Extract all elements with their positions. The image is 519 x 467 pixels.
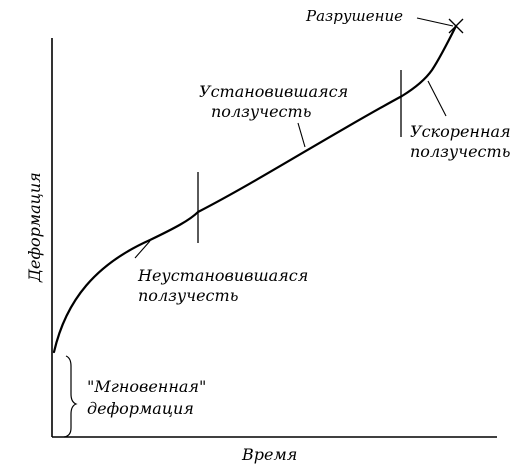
label-steady-line1: Установившаяся xyxy=(199,82,348,101)
fracture-cross-mark xyxy=(448,18,464,34)
leader-steady xyxy=(297,122,306,148)
leader-failure xyxy=(416,17,454,27)
leader-accelerated xyxy=(427,80,447,117)
creep-curve xyxy=(52,24,458,354)
label-accelerated-line2: ползучесть xyxy=(410,142,510,161)
label-instant-line1: "Мгновенная" xyxy=(87,377,206,396)
label-instant-line2: деформация xyxy=(87,399,194,418)
y-axis-label: Деформация xyxy=(25,172,44,283)
leader-unsteady xyxy=(134,240,151,259)
label-steady-line2: ползучесть xyxy=(211,102,311,121)
x-axis-label: Время xyxy=(241,445,297,464)
label-unsteady-line1: Неустановившаяся xyxy=(137,266,308,285)
instant-deformation-brace xyxy=(63,355,78,438)
label-unsteady-line2: ползучесть xyxy=(138,286,238,305)
label-failure: Разрушение xyxy=(305,7,403,25)
label-accelerated-line1: Ускоренная xyxy=(410,122,511,141)
